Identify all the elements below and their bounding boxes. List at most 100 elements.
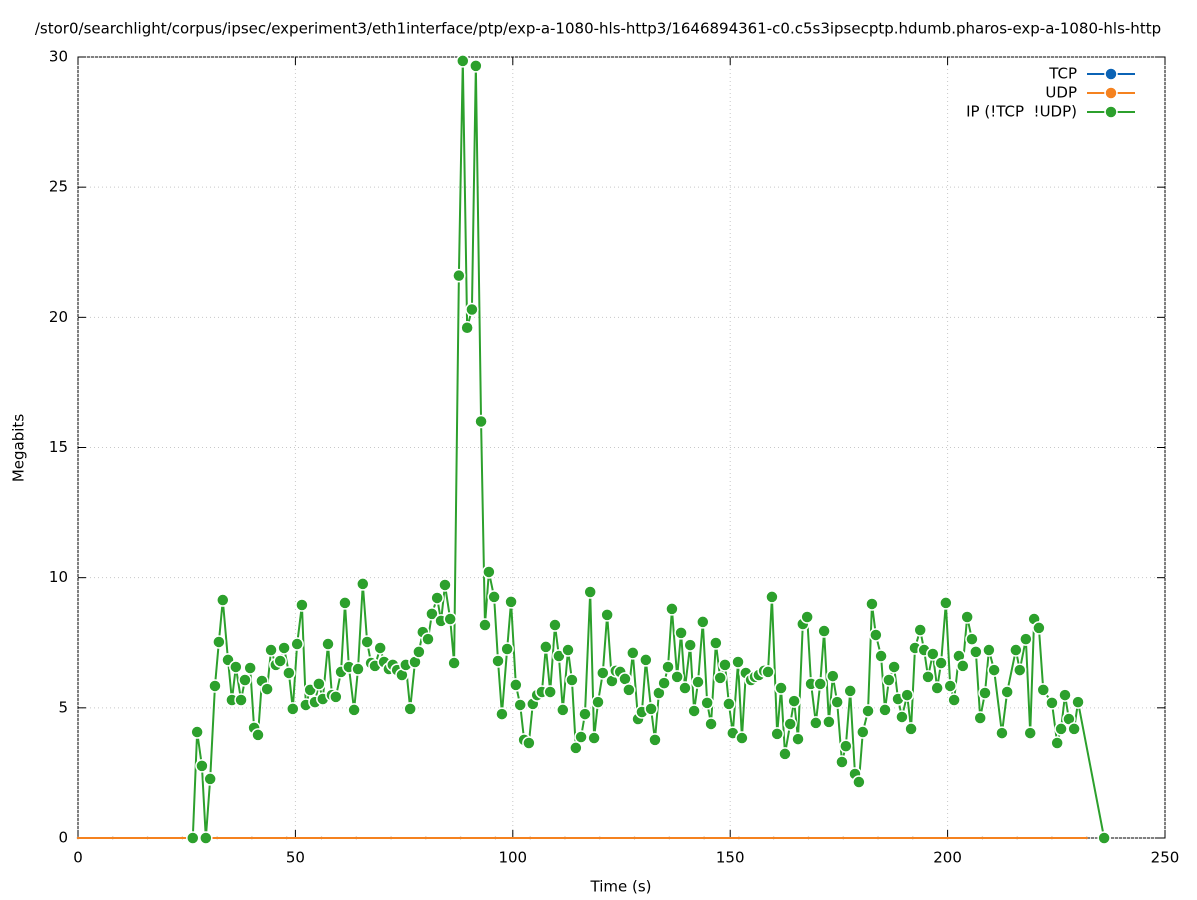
data-point: [1023, 726, 1037, 740]
data-point: [778, 747, 792, 761]
data-point: [1085, 836, 1088, 840]
data-point: [360, 635, 374, 649]
data-point: [765, 590, 779, 604]
data-point: [1019, 632, 1033, 646]
data-point: [312, 677, 326, 691]
legend-marker: [1104, 67, 1118, 81]
data-point: [842, 836, 845, 840]
data-point: [251, 728, 265, 742]
data-point: [522, 736, 536, 750]
data-point: [195, 759, 209, 773]
data-point: [887, 660, 901, 674]
data-point: [900, 688, 914, 702]
data-point: [487, 590, 501, 604]
data-point: [911, 836, 915, 840]
data-point: [285, 836, 288, 840]
data-point: [351, 662, 365, 676]
data-point: [1054, 722, 1068, 736]
data-point: [190, 725, 204, 739]
data-point: [737, 836, 741, 840]
legend-marker: [1104, 105, 1118, 119]
data-point: [583, 585, 597, 599]
data-point: [1067, 722, 1081, 736]
data-point: [552, 649, 566, 663]
data-point: [882, 673, 896, 687]
data-point: [981, 836, 984, 840]
data-point: [513, 698, 527, 712]
data-point: [839, 739, 853, 753]
data-point: [273, 654, 287, 668]
data-point: [787, 694, 801, 708]
data-point: [913, 623, 927, 637]
data-point: [286, 702, 300, 716]
data-point: [587, 731, 601, 745]
data-point: [826, 669, 840, 683]
data-point: [843, 684, 857, 698]
x-tick-label: 100: [498, 849, 527, 867]
data-point: [282, 666, 296, 680]
data-point: [494, 836, 497, 840]
data-point: [761, 665, 775, 679]
data-point: [591, 695, 605, 709]
data-point: [373, 641, 387, 655]
data-point: [670, 670, 684, 684]
data-point: [321, 637, 335, 651]
data-point: [1009, 643, 1023, 657]
data-point: [835, 755, 849, 769]
data-point: [563, 836, 567, 840]
data-point: [356, 577, 370, 591]
data-point: [665, 602, 679, 616]
data-point: [1045, 696, 1059, 710]
data-point: [495, 707, 509, 721]
y-axis-label: Megabits: [10, 414, 28, 482]
data-point: [203, 772, 217, 786]
data-point: [456, 54, 470, 68]
legend-label: IP (!TCP !UDP): [966, 103, 1077, 121]
data-point: [452, 268, 466, 283]
data-point: [982, 643, 996, 657]
y-tick-label: 25: [49, 178, 68, 196]
data-point: [447, 656, 461, 670]
data-point: [290, 637, 304, 651]
data-point: [76, 836, 80, 840]
data-point: [946, 836, 949, 840]
data-point: [687, 704, 701, 718]
data-point: [412, 645, 426, 659]
data-point: [965, 632, 979, 646]
data-point: [813, 677, 827, 691]
chart-title: /stor0/searchlight/corpus/ipsec/experime…: [35, 20, 1161, 38]
series-line: [191, 60, 1106, 839]
data-point: [478, 618, 492, 632]
data-point: [430, 591, 444, 605]
data-point: [661, 660, 675, 674]
data-point: [874, 649, 888, 663]
data-point: [1071, 695, 1085, 709]
data-point: [1000, 685, 1014, 699]
data-point: [657, 676, 671, 690]
legend-marker: [1104, 86, 1118, 100]
data-point: [574, 730, 588, 744]
data-point: [1032, 621, 1046, 635]
data-point: [926, 647, 940, 661]
data-point: [329, 690, 343, 704]
data-point: [856, 725, 870, 739]
data-point: [443, 612, 457, 626]
data-point: [425, 607, 439, 621]
data-point: [234, 693, 248, 707]
data-point: [543, 685, 557, 699]
data-point: [876, 836, 880, 840]
data-point: [229, 660, 243, 674]
x-axis-label: Time (s): [590, 878, 652, 896]
data-point: [1097, 831, 1111, 845]
data-point: [238, 673, 252, 687]
y-tick-label: 0: [58, 829, 68, 847]
data-point: [774, 681, 788, 695]
data-point: [1013, 663, 1027, 677]
data-point: [943, 679, 957, 693]
data-point: [424, 836, 428, 840]
data-point: [800, 610, 814, 624]
data-point: [548, 618, 562, 632]
data-point: [1036, 683, 1051, 697]
data-point: [578, 707, 592, 721]
data-point: [338, 596, 352, 610]
